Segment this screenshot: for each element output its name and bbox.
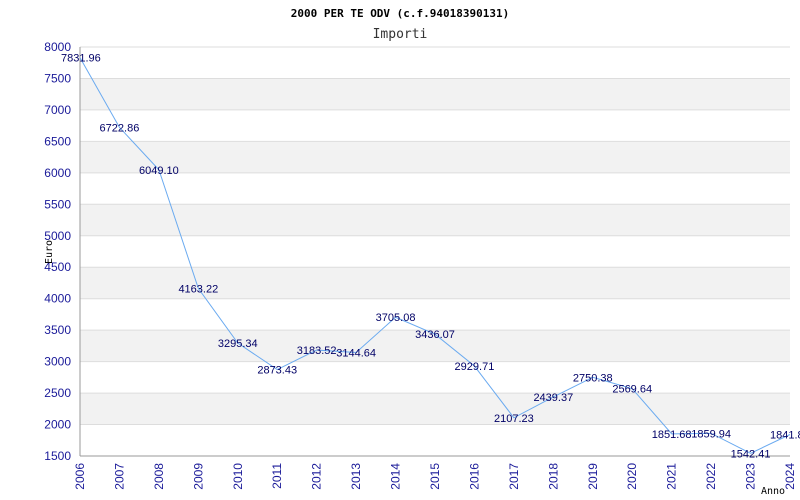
data-label: 1851.68: [652, 429, 692, 441]
background-bands: [80, 78, 790, 425]
x-tick-label: 2011: [270, 463, 284, 489]
data-label: 2107.23: [494, 413, 534, 425]
x-tick-label: 2014: [389, 463, 403, 490]
data-label: 3295.34: [218, 338, 258, 350]
x-tick-label: 2006: [73, 463, 87, 490]
x-tick-label: 2024: [783, 463, 797, 490]
x-tick-label: 2015: [428, 463, 442, 490]
data-label: 3144.64: [336, 348, 376, 360]
x-tick-label: 2013: [349, 463, 363, 490]
y-tick-label: 3500: [44, 323, 71, 337]
grid-band: [80, 393, 790, 425]
x-axis-label: Anno: [761, 486, 785, 497]
data-label: 7831.96: [61, 53, 101, 65]
x-axis-ticks: 2006 2007 2008 2009 2010 2011 2012 2013 2014 2015…: [73, 463, 797, 490]
x-tick-label: 2007: [112, 463, 126, 490]
y-tick-label: 3000: [44, 355, 71, 369]
y-axis-ticks: 1500 2000 2500 3000 3500 4000 4500 5000 5500 6000…: [44, 40, 71, 463]
data-label: 6049.10: [139, 165, 179, 177]
data-label: 2873.43: [257, 365, 297, 377]
grid-band: [80, 141, 790, 173]
data-label: 2929.71: [455, 361, 495, 373]
y-tick-label: 5500: [44, 197, 71, 211]
data-labels: 7831.96 6722.86 6049.10 4163.22 3295.34 2873.…: [61, 53, 800, 461]
data-label: 2569.64: [612, 384, 652, 396]
data-label: 1859.94: [691, 428, 731, 440]
data-label: 3183.52: [297, 345, 337, 357]
y-tick-label: 1500: [44, 449, 71, 463]
y-tick-label: 7500: [44, 71, 71, 85]
x-tick-label: 2010: [231, 463, 245, 490]
y-tick-label: 2500: [44, 386, 71, 400]
y-tick-label: 4000: [44, 292, 71, 306]
data-label: 3705.08: [376, 312, 416, 324]
y-tick-label: 6000: [44, 166, 71, 180]
grid-band: [80, 330, 790, 362]
grid-band: [80, 267, 790, 299]
x-tick-label: 2012: [310, 463, 324, 490]
x-tick-label: 2018: [546, 463, 560, 490]
x-tick-label: 2008: [152, 463, 166, 490]
data-label: 1841.8: [770, 429, 800, 441]
grid-band: [80, 204, 790, 236]
data-label: 2750.38: [573, 372, 613, 384]
data-label: 6722.86: [100, 122, 140, 134]
chart-subtitle: Importi: [373, 27, 428, 42]
x-tick-label: 2017: [507, 463, 521, 490]
y-tick-label: 5000: [44, 229, 71, 243]
y-tick-label: 6500: [44, 134, 71, 148]
data-label: 1542.41: [731, 448, 771, 460]
data-label: 2439.37: [533, 392, 573, 404]
data-label: 4163.22: [178, 283, 218, 295]
x-tick-label: 2020: [625, 463, 639, 490]
y-tick-label: 4500: [44, 260, 71, 274]
y-axis-label: Euro: [44, 240, 55, 264]
y-tick-label: 8000: [44, 40, 71, 54]
x-tick-label: 2019: [586, 463, 600, 490]
grid-band: [80, 78, 790, 110]
data-label: 3436.07: [415, 329, 455, 341]
y-tick-label: 2000: [44, 418, 71, 432]
x-tick-label: 2009: [191, 463, 205, 490]
series-line: [79, 57, 791, 454]
x-tick-label: 2021: [665, 463, 679, 490]
y-tick-label: 7000: [44, 103, 71, 117]
x-tick-label: 2022: [704, 463, 718, 490]
x-tick-label: 2023: [744, 463, 758, 490]
x-tick-label: 2016: [467, 463, 481, 490]
chart-title: 2000 PER TE ODV (c.f.94018390131): [291, 7, 510, 20]
